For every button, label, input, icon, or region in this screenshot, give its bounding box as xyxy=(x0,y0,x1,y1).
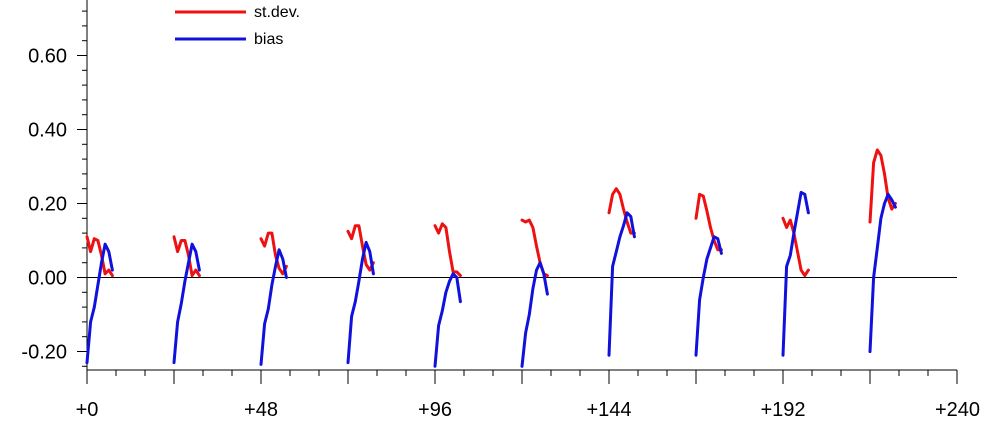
y-tick-label: -0.20 xyxy=(21,342,67,364)
chart-series xyxy=(85,148,897,368)
series-line-st-dev xyxy=(172,235,201,278)
series-line-bias xyxy=(346,240,375,365)
x-tick-label: +0 xyxy=(76,399,99,421)
series-line-st-dev xyxy=(520,218,549,278)
series-line-bias xyxy=(520,261,549,368)
series-line-st-dev xyxy=(607,187,636,235)
series-line-st-dev xyxy=(259,231,288,276)
y-tick-label: 0.40 xyxy=(28,120,67,142)
series-line-st-dev xyxy=(781,216,810,278)
series-line-bias xyxy=(781,190,810,357)
x-tick-label: +240 xyxy=(935,399,980,421)
x-tick-label: +48 xyxy=(244,399,278,421)
series-line-bias xyxy=(607,211,636,357)
series-line-st-dev xyxy=(433,222,462,278)
series-line-bias xyxy=(694,235,723,357)
legend-label-bias: bias xyxy=(254,31,283,48)
series-line-st-dev xyxy=(694,192,723,252)
y-tick-label: 0.00 xyxy=(28,268,67,290)
chart-axes: -0.20 0.00 0.20 0.40 0.60 +0 +48 +96 +144 +192 +24… xyxy=(21,0,980,421)
x-tick-label: +144 xyxy=(586,399,631,421)
y-tick-label: 0.60 xyxy=(28,46,67,68)
chart-legend: st.dev. bias xyxy=(175,4,300,48)
series-line-bias xyxy=(868,192,897,353)
series-line-st-dev xyxy=(346,224,375,272)
series-line-bias xyxy=(85,242,114,365)
series-line-st-dev xyxy=(868,148,897,224)
series-line-bias xyxy=(259,248,288,366)
series-line-bias xyxy=(433,272,462,368)
x-tick-label: +192 xyxy=(760,399,805,421)
legend-label-st-dev: st.dev. xyxy=(254,4,300,21)
series-line-bias xyxy=(172,242,201,365)
y-tick-label: 0.20 xyxy=(28,194,67,216)
x-tick-label: +96 xyxy=(418,399,452,421)
series-line-st-dev xyxy=(85,235,114,278)
